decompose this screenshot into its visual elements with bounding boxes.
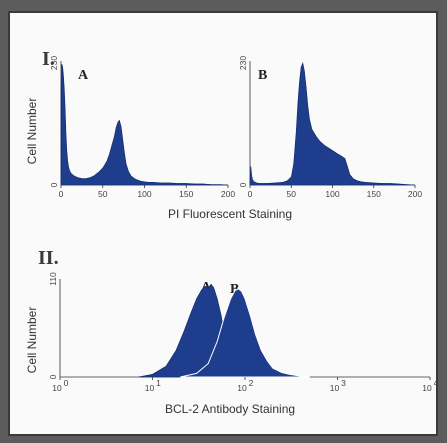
y-tick-label-b: 230 xyxy=(238,56,248,70)
y-axis-title-top: Cell Number xyxy=(25,98,39,165)
y-tick-label-overlay: 0 xyxy=(48,374,58,379)
histogram-label-b: B xyxy=(258,68,267,83)
y-tick-label-b: 0 xyxy=(238,182,248,187)
x-tick-label-b: 100 xyxy=(325,189,339,199)
x-tick-label-overlay: 10 xyxy=(422,383,432,393)
y-tick-label-a: 0 xyxy=(49,182,59,187)
x-tick-label-a: 200 xyxy=(221,189,235,199)
x-tick-label-overlay: 10 xyxy=(52,383,62,393)
ticks-a: 0 50 100 150 200 0 230 xyxy=(49,56,235,199)
y-tick-label-a: 230 xyxy=(49,56,59,70)
x-axis-title-top: PI Fluorescent Staining xyxy=(168,207,292,221)
x-axis-title-bottom: BCL-2 Antibody Staining xyxy=(165,402,295,416)
x-tick-label-overlay: 10 xyxy=(145,383,155,393)
x-tick-exponent-overlay: 2 xyxy=(249,378,254,388)
overlay-series-b-area xyxy=(180,288,310,378)
x-tick-exponent-overlay: 1 xyxy=(156,378,161,388)
x-tick-label-b: 150 xyxy=(367,189,381,199)
figure-frame: I. A B Cell Number PI Fluorescent Staini… xyxy=(8,11,438,436)
x-tick-label-a: 100 xyxy=(137,189,151,199)
x-tick-label-overlay: 10 xyxy=(330,383,340,393)
panel-label-ii: II. xyxy=(38,247,59,269)
x-tick-label-b: 200 xyxy=(408,189,422,199)
x-tick-label-b: 50 xyxy=(287,189,297,199)
x-tick-label-a: 150 xyxy=(179,189,193,199)
x-tick-label-a: 0 xyxy=(59,189,64,199)
x-tick-exponent-overlay: 4 xyxy=(434,378,436,388)
ticks-overlay: 1001011021031040110 xyxy=(48,272,436,393)
overlay-label-b: B xyxy=(230,282,239,297)
histogram-b-area xyxy=(249,61,416,186)
x-tick-label-b: 0 xyxy=(248,189,253,199)
histogram-label-a: A xyxy=(78,68,89,83)
figure-canvas: I. A B Cell Number PI Fluorescent Staini… xyxy=(25,48,436,416)
x-tick-exponent-overlay: 0 xyxy=(64,378,69,388)
x-tick-label-overlay: 10 xyxy=(237,383,247,393)
x-tick-label-a: 50 xyxy=(98,189,108,199)
histogram-a-area xyxy=(60,64,229,186)
panel-label-i: I. xyxy=(42,48,55,70)
y-tick-label-overlay: 110 xyxy=(48,272,58,286)
x-tick-exponent-overlay: 3 xyxy=(341,378,346,388)
ticks-b: 0 50 100 150 200 0 230 xyxy=(238,56,422,199)
y-axis-title-bottom: Cell Number xyxy=(25,307,39,374)
